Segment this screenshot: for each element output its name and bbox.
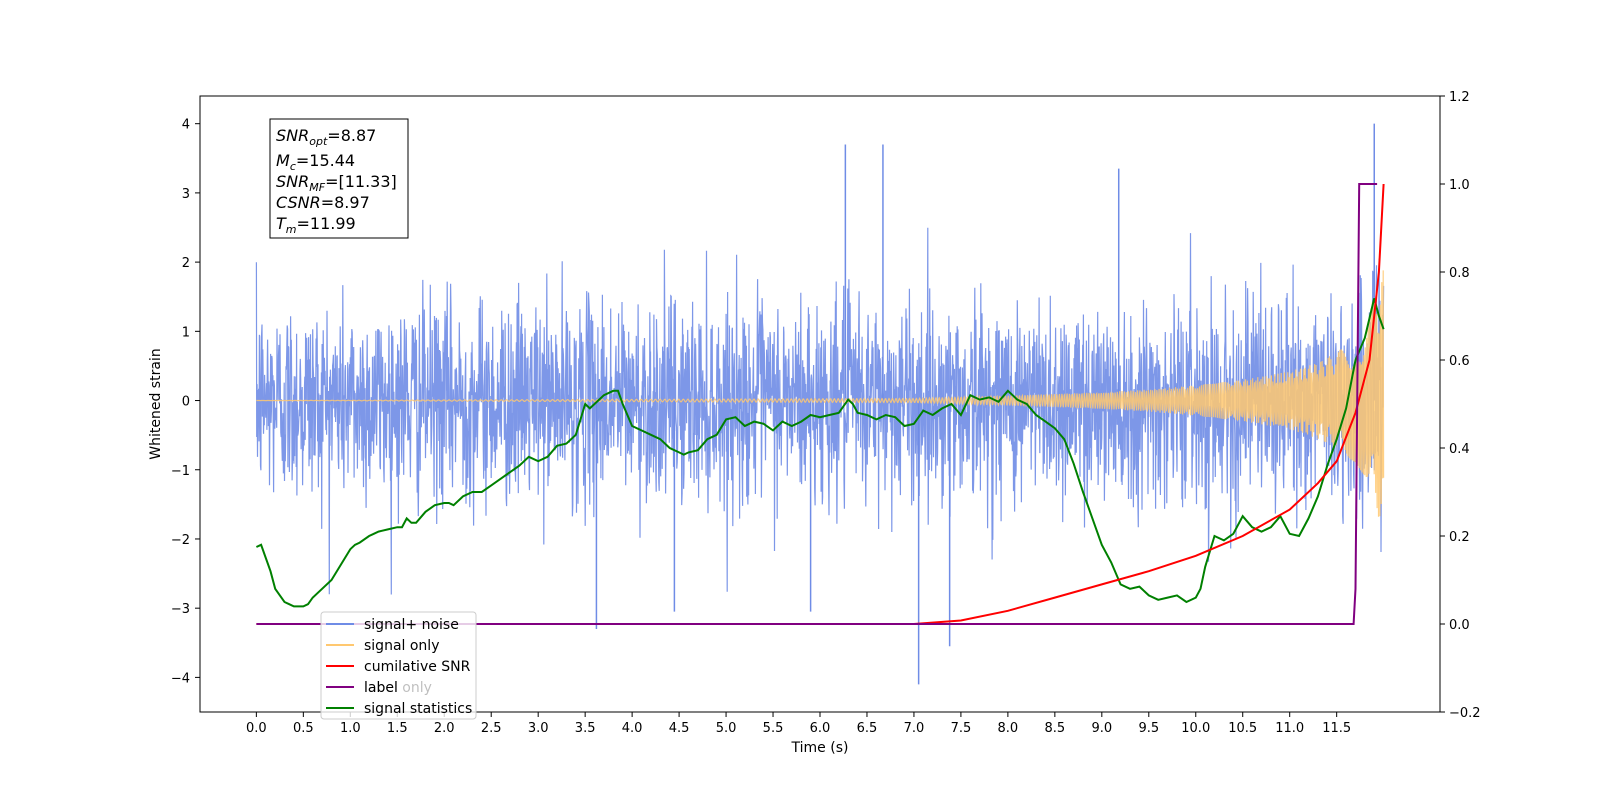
y2-tick-label: −0.2: [1449, 706, 1481, 721]
x-tick-label: 8.0: [998, 721, 1019, 736]
legend-entry: label: [326, 680, 398, 696]
x-tick-label: 6.5: [857, 721, 878, 736]
y-tick-label: 2: [182, 256, 190, 271]
series-line-label: [256, 183, 1378, 625]
y2-tick-label: 1.2: [1449, 90, 1470, 105]
y2-tick-label: 0.4: [1449, 442, 1470, 457]
x-tick-label: 4.5: [669, 721, 690, 736]
y2-axis-ticks: 1.2 1.0 0.8 0.6 0.4 0.2 0.0 −0.2: [1440, 90, 1481, 721]
x-tick-label: 5.0: [716, 721, 737, 736]
annotation-line: SNRopt=8.87: [276, 126, 376, 148]
svg-text:label: label: [364, 680, 398, 696]
x-tick-label: 6.0: [810, 721, 831, 736]
legend-entry: signal only: [326, 638, 439, 654]
y2-tick-label: 0.6: [1449, 354, 1470, 369]
legend: signal+ noise signal only cumilative SNR…: [320, 611, 477, 720]
y-tick-label: −4: [171, 671, 190, 686]
x-tick-label: 3.0: [528, 721, 549, 736]
x-tick-label: 3.5: [575, 721, 596, 736]
x-tick-label: 8.5: [1045, 721, 1066, 736]
x-tick-label: 9.0: [1091, 721, 1112, 736]
x-tick-label: 1.5: [387, 721, 408, 736]
annotation-line: Tm=11.99: [276, 214, 356, 236]
y-tick-label: 3: [182, 187, 190, 202]
annotation-line: SNRMF=[11.33]: [276, 172, 397, 194]
x-axis-ticks: 0.0 0.5 1.0 1.5 2.0 2.5 3.0 3.5 4.0 4.5 5.0 5.5 6.0 6…: [246, 712, 1351, 736]
x-tick-label: 10.0: [1181, 721, 1210, 736]
x-tick-label: 9.5: [1138, 721, 1159, 736]
series-line-signal-statistics: [255, 298, 1385, 608]
x-tick-label: 11.5: [1322, 721, 1351, 736]
x-tick-label: 4.0: [622, 721, 643, 736]
svg-text:signal statistics: signal statistics: [364, 701, 472, 717]
legend-entry: cumilative SNR: [326, 659, 471, 675]
y-axis-ticks: 4 3 2 1 0 −1 −2 −3 −4: [171, 118, 200, 686]
svg-text:signal only: signal only: [364, 638, 439, 654]
y-tick-label: −1: [171, 464, 190, 479]
y-tick-label: 4: [182, 118, 190, 133]
annotation-line: Mc=15.44: [276, 151, 355, 173]
x-tick-label: 5.5: [763, 721, 784, 736]
x-tick-label: 2.5: [481, 721, 502, 736]
y2-tick-label: 0.0: [1449, 618, 1470, 633]
annotation-line: CSNR=8.97: [276, 193, 370, 212]
y-tick-label: −3: [171, 602, 190, 617]
x-tick-label: 0.5: [293, 721, 314, 736]
y2-tick-label: 0.8: [1449, 266, 1470, 281]
series-line-cumulative-snr: [256, 183, 1385, 625]
y2-tick-label: 1.0: [1449, 178, 1470, 193]
svg-text:signal+ noise: signal+ noise: [364, 617, 459, 633]
x-tick-label: 2.0: [434, 721, 455, 736]
y-tick-label: 0: [182, 395, 190, 410]
x-tick-label: 0.0: [246, 721, 267, 736]
legend-entry: signal+ noise: [326, 617, 459, 633]
x-axis-label: Time (s): [791, 740, 849, 756]
x-tick-label: 1.0: [340, 721, 361, 736]
legend-entry: signal statistics: [326, 701, 472, 717]
annotation-box: SNRopt=8.87 Mc=15.44 SNRMF=[11.33] CSNR=…: [269, 118, 409, 239]
x-tick-label: 11.0: [1275, 721, 1304, 736]
series-line-signal-noise: [255, 227, 1385, 595]
x-tick-label: 10.5: [1228, 721, 1257, 736]
y-tick-label: −2: [171, 533, 190, 548]
plot-data-layer: [255, 123, 1385, 685]
y-tick-label: 1: [182, 325, 190, 340]
x-tick-label: 7.0: [904, 721, 925, 736]
svg-text:cumilative SNR: cumilative SNR: [364, 659, 471, 675]
series-line-signal-only: [256, 270, 1385, 517]
legend-hidden-label: label only: [364, 680, 432, 696]
y2-tick-label: 0.2: [1449, 530, 1470, 545]
y-axis-label: Whitened strain: [148, 348, 164, 459]
x-tick-label: 7.5: [951, 721, 972, 736]
